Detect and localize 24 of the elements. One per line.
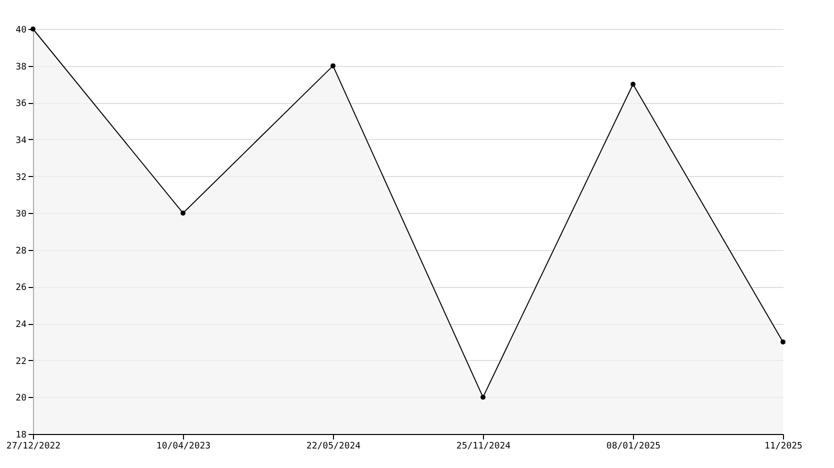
y-tick-label: 22 bbox=[16, 356, 26, 367]
point bbox=[630, 82, 636, 87]
y-tick-label: 18 bbox=[16, 430, 26, 440]
y-tick-label: 38 bbox=[16, 62, 26, 72]
x-tick-label: 08/01/2025 bbox=[606, 442, 661, 452]
point bbox=[330, 63, 336, 68]
y-tick-label: 30 bbox=[16, 210, 26, 220]
point bbox=[30, 26, 36, 32]
x-tick-label: 22/05/2024 bbox=[306, 442, 361, 452]
y-tick-label: 36 bbox=[16, 99, 26, 110]
point bbox=[180, 210, 186, 216]
y-tick-label: 24 bbox=[16, 320, 26, 330]
point bbox=[480, 394, 486, 400]
y-tick-label: 20 bbox=[16, 394, 26, 404]
y-tick-label: 26 bbox=[16, 283, 26, 294]
x-tick-label: 10/04/2023 bbox=[156, 442, 211, 452]
y-tick-label: 32 bbox=[16, 172, 26, 183]
x-tick-label: 27/12/2022 bbox=[6, 442, 61, 452]
y-tick-label: 28 bbox=[16, 246, 26, 256]
y-tick-label: 34 bbox=[16, 136, 26, 146]
x-tick-label: 11/2025 bbox=[764, 442, 802, 452]
y-tick-label: 40 bbox=[16, 26, 26, 36]
x-tick-label: 25/11/2024 bbox=[456, 442, 511, 452]
point bbox=[780, 339, 786, 344]
